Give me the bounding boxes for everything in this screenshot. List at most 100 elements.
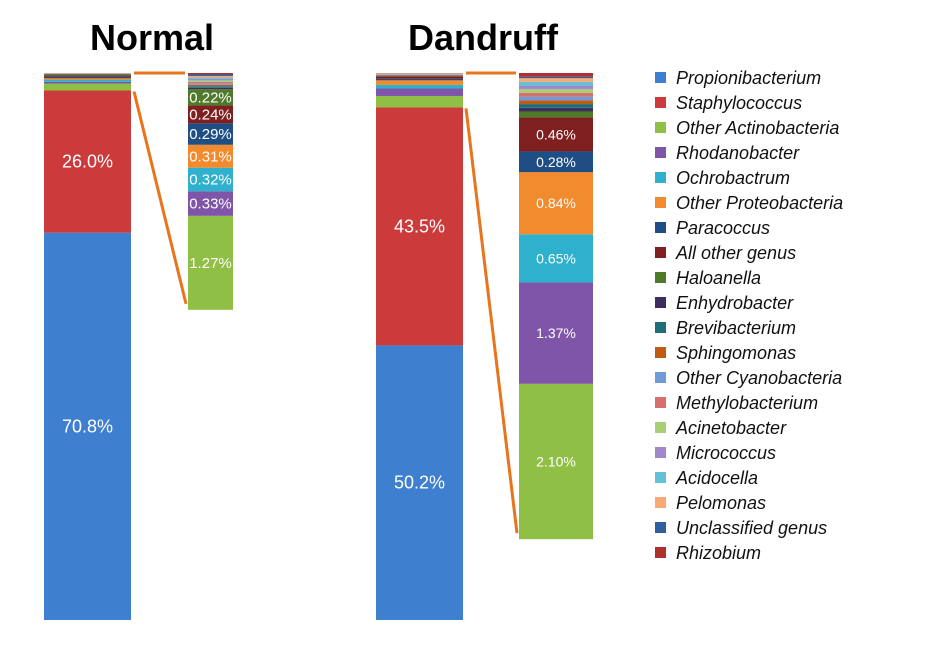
- data-label: 0.32%: [189, 172, 232, 189]
- legend-label: Rhizobium: [676, 543, 761, 563]
- expanded-segment-rhizobium: [519, 73, 593, 77]
- legend-swatch: [655, 522, 666, 533]
- expanded-segment-brevibacterium: [188, 86, 233, 88]
- data-label: 2.10%: [536, 454, 576, 470]
- legend-swatch: [655, 72, 666, 83]
- legend-label: Haloanella: [676, 268, 761, 288]
- bar-segment-paracoccus: [376, 78, 463, 81]
- bar-segment-all-other-genus: [44, 75, 131, 77]
- bar-segment-rhodanobacter: [44, 81, 131, 84]
- legend-swatch: [655, 297, 666, 308]
- legend-swatch: [655, 97, 666, 108]
- bar-segment-ochrobactrum: [376, 84, 463, 89]
- legend-label: Other Cyanobacteria: [676, 368, 842, 388]
- expanded-segment-all-other-genus: [519, 117, 593, 152]
- expanded-segment-paracoccus: [188, 123, 233, 145]
- expanded-segment-acinetobacter: [519, 89, 593, 93]
- data-label: 0.29%: [189, 126, 232, 143]
- legend-swatch: [655, 397, 666, 408]
- bar-segment-other-proteobacteria: [44, 78, 131, 81]
- expanded-segment-other-actinobacteria: [188, 215, 233, 310]
- legend-swatch: [655, 322, 666, 333]
- legend-label: Acidocella: [675, 468, 758, 488]
- legend-swatch: [655, 147, 666, 158]
- data-label: 0.28%: [536, 154, 576, 170]
- data-label: 43.5%: [394, 216, 445, 236]
- expanded-segment-unclassified-genus: [519, 76, 593, 79]
- bar-segment-rhodanobacter: [376, 88, 463, 96]
- expanded-segment-methylobacterium: [188, 81, 233, 84]
- legend-label: Pelomonas: [676, 493, 766, 513]
- legend-swatch: [655, 372, 666, 383]
- data-label: 0.65%: [536, 250, 576, 266]
- legend-swatch: [655, 197, 666, 208]
- data-label: 0.31%: [189, 148, 232, 165]
- bar-segment-haloanella: [44, 74, 131, 76]
- legend-label: Sphingomonas: [676, 343, 796, 363]
- expanded-segment-paracoccus: [519, 151, 593, 173]
- legend-label: Enhydrobacter: [676, 293, 794, 313]
- expanded-segment-enhydrobacter: [188, 87, 233, 90]
- expanded-segment-other-cyanobacteria: [519, 96, 593, 101]
- bar-segment-other-actinobacteria: [376, 95, 463, 108]
- expanded-segment-enhydrobacter: [519, 107, 593, 112]
- data-label: 50.2%: [394, 473, 445, 493]
- expanded-segment-rhodanobacter: [519, 282, 593, 384]
- data-label: 0.33%: [189, 196, 232, 213]
- title-normal: Normal: [90, 17, 214, 58]
- expanded-segment-haloanella: [519, 111, 593, 118]
- expanded-segment-other-proteobacteria: [188, 144, 233, 168]
- legend-swatch: [655, 422, 666, 433]
- data-label: 0.46%: [536, 126, 576, 142]
- bar-segment-other-actinobacteria: [44, 83, 131, 91]
- expanded-segment-acidocella: [188, 77, 233, 79]
- expanded-segment-all-other-genus: [188, 105, 233, 124]
- legend-label: Methylobacterium: [676, 393, 818, 413]
- data-label: 0.22%: [189, 89, 232, 106]
- expanded-segment-micrococcus: [188, 78, 233, 81]
- legend-swatch: [655, 122, 666, 133]
- legend-swatch: [655, 447, 666, 458]
- legend-swatch: [655, 272, 666, 283]
- expanded-segment-pelomonas: [188, 75, 233, 78]
- legend-swatch: [655, 247, 666, 258]
- bar-segment-staphylococcus: [376, 107, 463, 346]
- title-dandruff: Dandruff: [408, 17, 559, 58]
- expanded-segment-micrococcus: [519, 85, 593, 90]
- expanded-segment-ochrobactrum: [188, 167, 233, 192]
- legend-label: Propionibacterium: [676, 68, 821, 88]
- expanded-segment-other-actinobacteria: [519, 383, 593, 540]
- legend-label: Ochrobactrum: [676, 168, 790, 188]
- expanded-segment-sphingomonas: [188, 84, 233, 87]
- legend-swatch: [655, 547, 666, 558]
- data-label: 70.8%: [62, 416, 113, 436]
- bar-segment-other-proteobacteria: [376, 80, 463, 85]
- legend-label: Other Proteobacteria: [676, 193, 843, 213]
- expanded-segment-rhodanobacter: [188, 191, 233, 216]
- data-label: 26.0%: [62, 152, 113, 172]
- connector-line-bottom: [464, 108, 519, 534]
- legend-label: Paracoccus: [676, 218, 770, 238]
- data-label: 0.24%: [189, 106, 232, 123]
- bar-segment-propionibacterium: [376, 345, 463, 620]
- bar-segment-all-other-genus: [376, 76, 463, 79]
- legend-label: Micrococcus: [676, 443, 776, 463]
- expanded-segment-rhizobium: [188, 73, 233, 75]
- expanded-segment-pelomonas: [519, 78, 593, 82]
- data-label: 1.37%: [536, 325, 576, 341]
- bar-segment-paracoccus: [44, 76, 131, 79]
- expanded-segment-haloanella: [188, 89, 233, 106]
- bar-segment-ochrobactrum: [44, 80, 131, 82]
- expanded-segment-methylobacterium: [519, 92, 593, 97]
- legend-label: Acinetobacter: [675, 418, 787, 438]
- expanded-segment-acinetobacter: [188, 80, 233, 82]
- expanded-segment-unclassified-genus: [188, 74, 233, 76]
- connector-line-bottom: [132, 91, 188, 305]
- legend-swatch: [655, 172, 666, 183]
- legend-label: Rhodanobacter: [676, 143, 800, 163]
- legend-swatch: [655, 222, 666, 233]
- expanded-segment-other-cyanobacteria: [188, 83, 233, 85]
- data-label: 1.27%: [189, 255, 232, 272]
- expanded-segment-brevibacterium: [519, 104, 593, 108]
